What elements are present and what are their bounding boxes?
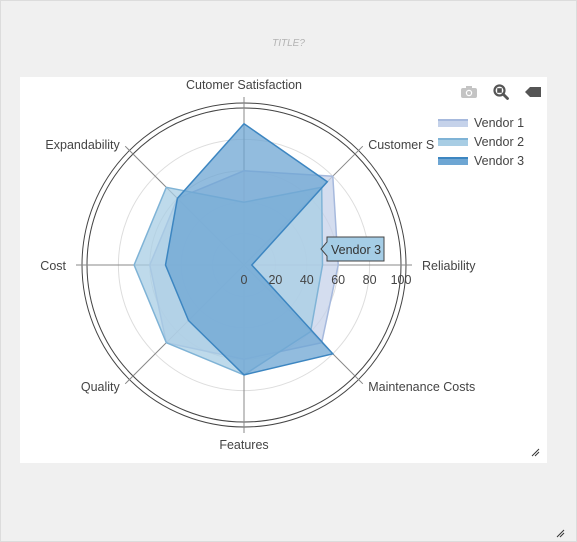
axis-label-6: Quality	[81, 380, 121, 394]
legend-item-vendor-2[interactable]: Vendor 2	[438, 132, 524, 151]
legend: Vendor 1 Vendor 2 Vendor 3	[438, 113, 524, 170]
radial-tick-label: 80	[363, 273, 377, 287]
series-polygon-vendor-3[interactable]	[164, 122, 335, 376]
legend-swatch	[438, 118, 468, 127]
tooltip: Vendor 3	[320, 236, 385, 262]
legend-swatch	[438, 156, 468, 165]
camera-icon[interactable]	[460, 84, 478, 100]
modebar	[460, 84, 550, 100]
axis-label-8: Expandability	[45, 138, 120, 152]
axis-label-4: Maintenance Costs	[368, 380, 475, 394]
radar-series	[133, 122, 339, 376]
tag-icon[interactable]	[524, 84, 542, 100]
resize-handle-icon[interactable]	[530, 447, 540, 457]
legend-swatch	[438, 137, 468, 146]
radial-tick-label: 40	[300, 273, 314, 287]
legend-label: Vendor 1	[474, 115, 525, 130]
axis-label-1: Cutomer Satisfaction	[186, 78, 302, 92]
axis-label-7: Cost	[40, 259, 66, 273]
chart-title: TITLE?	[272, 38, 305, 49]
radial-tick-label: 0	[241, 273, 248, 287]
zoom-icon[interactable]	[492, 84, 510, 100]
legend-item-vendor-3[interactable]: Vendor 3	[438, 151, 524, 170]
axis-label-2: Customer Su	[368, 138, 441, 152]
axis-label-5: Features	[219, 438, 268, 452]
legend-label: Vendor 2	[474, 134, 525, 149]
window-resize-icon[interactable]	[555, 528, 565, 538]
radial-tick-label: 60	[331, 273, 345, 287]
legend-label: Vendor 3	[474, 153, 525, 168]
axis-label-3: Reliability	[422, 259, 476, 273]
legend-item-vendor-1[interactable]: Vendor 1	[438, 113, 524, 132]
tooltip-label: Vendor 3	[331, 243, 381, 257]
radial-tick-label: 20	[268, 273, 282, 287]
radar-labels: Cutomer Satisfaction Customer Su Reliabili…	[40, 78, 476, 452]
radial-tick-label: 100	[391, 273, 412, 287]
